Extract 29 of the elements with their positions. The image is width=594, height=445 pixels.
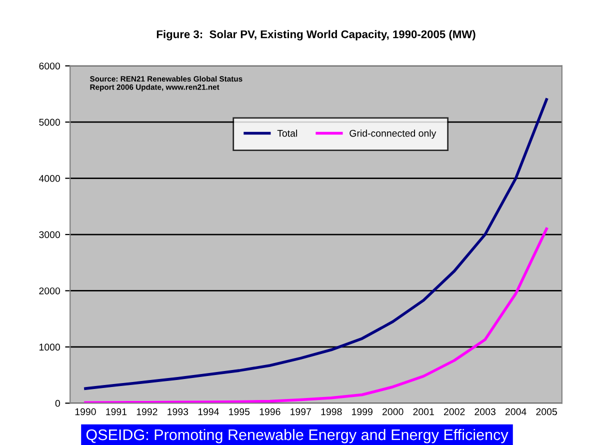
- x-tick-label: 1999: [352, 408, 372, 416]
- x-tick-label: 2003: [474, 408, 496, 416]
- legend-label: Total: [277, 130, 297, 137]
- line-series: [84, 228, 548, 404]
- y-tick-label: 1000: [39, 344, 60, 351]
- y-tick-label: 4000: [38, 175, 60, 182]
- x-tick-label: 1997: [290, 408, 311, 416]
- x-tick-label: 1993: [168, 408, 188, 416]
- x-tick-label: 1992: [136, 408, 158, 416]
- x-tick-label: 1994: [198, 408, 219, 416]
- x-tick-label: 2000: [382, 408, 404, 416]
- x-tick-label: 2004: [505, 408, 526, 416]
- chart-title: Figure 3: Solar PV, Existing World Capacity, 1990-2005 (MW): [156, 30, 476, 40]
- x-tick-label: 1990: [75, 408, 96, 416]
- text: QSEIDG: Promoting Renewable Energy and Energy Efficiency: [86, 428, 508, 444]
- legend-label: Grid-connected only: [350, 130, 436, 139]
- y-tick-label: 0: [55, 400, 60, 407]
- x-tick-label: 1995: [229, 408, 250, 416]
- y-tick-label: 2000: [39, 287, 60, 294]
- x-tick-label: 1998: [321, 408, 342, 416]
- x-tick-label: 2005: [536, 408, 557, 416]
- x-tick-label: 2002: [444, 408, 465, 416]
- x-tick-label: 1996: [260, 408, 280, 416]
- x-tick-label: 2001: [413, 408, 434, 416]
- y-tick-label: 3000: [39, 231, 60, 238]
- y-tick-label: 6000: [39, 62, 60, 70]
- line-series: [84, 98, 548, 390]
- y-tick-label: 5000: [39, 118, 60, 126]
- x-tick-label: 1991: [106, 408, 127, 416]
